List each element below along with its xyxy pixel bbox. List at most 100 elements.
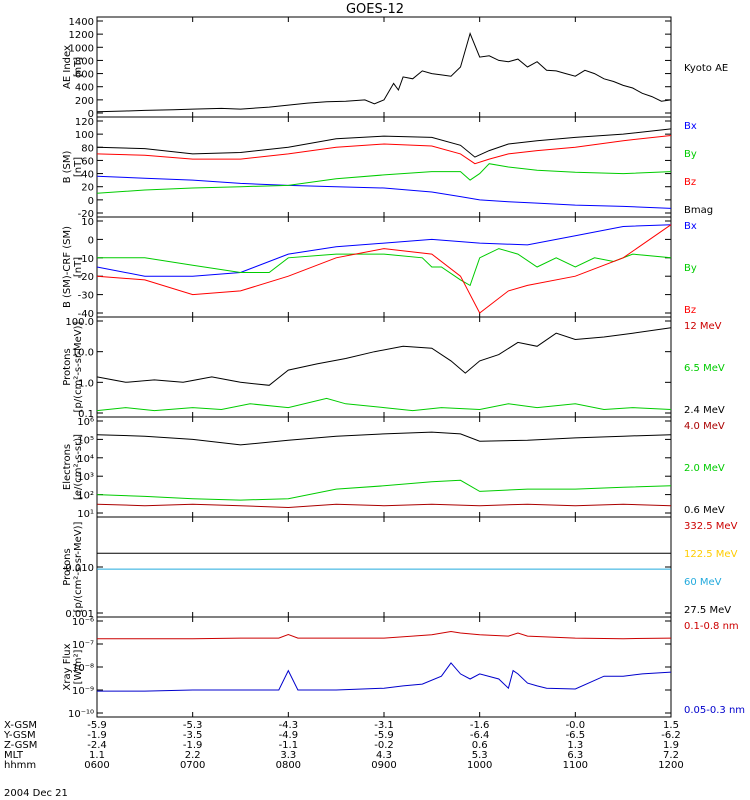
- y-tick-label: 0: [88, 109, 94, 120]
- series-line: [97, 248, 672, 287]
- series-line: [96, 503, 672, 509]
- y-tick-label: 1400: [69, 17, 94, 28]
- y-tick-label: -30: [78, 291, 94, 302]
- y-axis-label: B (SM)[nT]: [62, 150, 84, 183]
- plot-frame: [96, 516, 672, 618]
- y-axis-label-line: B (SM): [62, 150, 73, 183]
- legend-label: 12 MeV: [684, 321, 722, 332]
- plot-frame: [96, 316, 672, 418]
- series-line: [96, 135, 672, 165]
- legend-label: 0.6 MeV: [684, 505, 725, 516]
- x-table-row-label: Y-GSM: [3, 730, 36, 741]
- legend-label: 2.0 MeV: [684, 463, 725, 474]
- series-line: [96, 327, 672, 386]
- chart-panel-2: -20 0 20 40 60 80 100 120 B (SM)[nT] Bx By Bz Bmag: [62, 116, 713, 220]
- x-table-value: 1.5: [663, 720, 679, 731]
- x-table-value: 6.3: [567, 750, 583, 761]
- plot-frame: [96, 216, 672, 318]
- y-axis-label: Protons[p/(cm²-s-sr-MeV)]: [62, 321, 84, 412]
- legend-label: 332.5 MeV: [684, 521, 738, 532]
- x-table-row-label: Z-GSM: [4, 740, 37, 751]
- x-table-value: -1.6: [470, 720, 490, 731]
- x-table-value: -1.1: [279, 740, 299, 751]
- y-tick-label: 800: [75, 56, 94, 67]
- plot-frame: [96, 616, 672, 718]
- y-tick-label: -20: [78, 209, 94, 220]
- y-axis-label-line: [nT]: [73, 157, 84, 177]
- chart-panel-5: 10¹ 10² 10³ 10⁴ 10⁵ 10⁶ Electrons[e/(cm²-s-sr)…: [62, 416, 725, 520]
- y-tick-label: 600: [75, 70, 94, 81]
- y-axis-label-line: Protons: [62, 348, 73, 385]
- series-line: [96, 175, 672, 209]
- legend-label: 2.4 MeV: [684, 405, 725, 416]
- series-line: [96, 431, 672, 446]
- y-tick-label: 10⁻⁶: [72, 617, 94, 628]
- x-table-value: 0.6: [472, 740, 488, 751]
- x-table-value: -5.9: [374, 730, 394, 741]
- chart-panel-1: 0 200 400 600 800 1000 1200 1400 AE Index[nT] Kyo…: [62, 16, 728, 120]
- y-tick-label: 1000: [69, 43, 94, 54]
- y-tick-label: 0.001: [65, 609, 94, 620]
- y-axis-label-line: [p/(cm²-s-sr-MeV)]: [73, 321, 84, 412]
- y-tick-label: 100.0: [65, 317, 94, 328]
- y-axis-label-line: Electrons: [62, 444, 73, 490]
- x-table-value: -0.2: [374, 740, 394, 751]
- legend-label: By: [684, 263, 697, 274]
- x-table-value: -3.1: [374, 720, 394, 731]
- x-table-value: 0900: [371, 760, 396, 771]
- y-axis-label-line: B (SM)-CRF (SM): [62, 226, 73, 308]
- x-table-value: 3.3: [280, 750, 296, 761]
- series-line: [96, 31, 672, 113]
- x-table-value: 0600: [84, 760, 109, 771]
- legend-label: 27.5 MeV: [684, 605, 731, 616]
- series-line: [96, 224, 672, 277]
- legend-label: Bmag: [684, 205, 713, 216]
- chart-panel-4: 0.11.010.0100.0Protons[p/(cm²-s-sr-MeV)]…: [62, 316, 725, 420]
- x-table-value: 4.3: [376, 750, 392, 761]
- y-tick-label: 100: [75, 130, 94, 141]
- y-tick-label: 400: [75, 83, 94, 94]
- y-axis-label: Xray Flux[W/m²]: [62, 643, 84, 690]
- y-tick-label: 40: [81, 170, 94, 181]
- y-tick-label: 10⁻¹⁰: [68, 709, 94, 720]
- x-table-value: -6.5: [566, 730, 586, 741]
- y-axis-label-line: AE Index: [62, 45, 73, 89]
- y-tick-label: 60: [81, 156, 94, 167]
- y-tick-label: 10¹: [77, 509, 94, 520]
- x-table-value: 5.3: [472, 750, 488, 761]
- series-line: [96, 224, 672, 314]
- y-axis-label: AE Index[nT]: [62, 45, 84, 89]
- legend-label: Bx: [684, 221, 697, 232]
- x-table-value: 1.1: [89, 750, 105, 761]
- series-line: [97, 630, 672, 640]
- figure-title: GOES-12: [346, 2, 404, 17]
- y-axis-label: B (SM)-CRF (SM)[nT]: [62, 226, 84, 308]
- series-line: [96, 479, 672, 501]
- y-tick-label: 10: [81, 217, 94, 228]
- y-tick-label: 10⁵: [77, 435, 94, 446]
- y-axis-label: Protons[p/(cm²-s-sr-MeV)]: [62, 521, 84, 612]
- y-tick-label: 20: [81, 183, 94, 194]
- legend-label: 0.05-0.3 nm: [684, 705, 745, 716]
- y-tick-label: 10⁻⁹: [72, 686, 94, 697]
- y-tick-label: 10⁻⁷: [72, 640, 94, 651]
- x-table-value: -6.4: [470, 730, 490, 741]
- y-tick-label: 10.0: [72, 348, 94, 359]
- y-axis-label-line: [W/m²]: [73, 649, 84, 684]
- y-axis-label: Electrons[e/(cm²-s-sr)]: [62, 434, 84, 500]
- x-table-value: -6.2: [661, 730, 681, 741]
- x-table-value: -5.3: [183, 720, 203, 731]
- x-table-value: -4.9: [279, 730, 299, 741]
- legend-label: Kyoto AE: [684, 63, 728, 74]
- x-table-value: -2.4: [87, 740, 107, 751]
- y-tick-label: -20: [78, 272, 94, 283]
- y-axis-label-line: [nT]: [73, 257, 84, 277]
- legend-label: Bz: [684, 177, 696, 188]
- y-tick-label: 1.0: [78, 378, 94, 389]
- chart-panel-7: 10⁻¹⁰ 10⁻⁹ 10⁻⁸ 10⁻⁷ 10⁻⁶ Xray Flux[W/m²] 0.1-…: [62, 616, 745, 720]
- y-axis-label-line: Xray Flux: [62, 643, 73, 690]
- y-tick-label: 0.1: [78, 409, 94, 420]
